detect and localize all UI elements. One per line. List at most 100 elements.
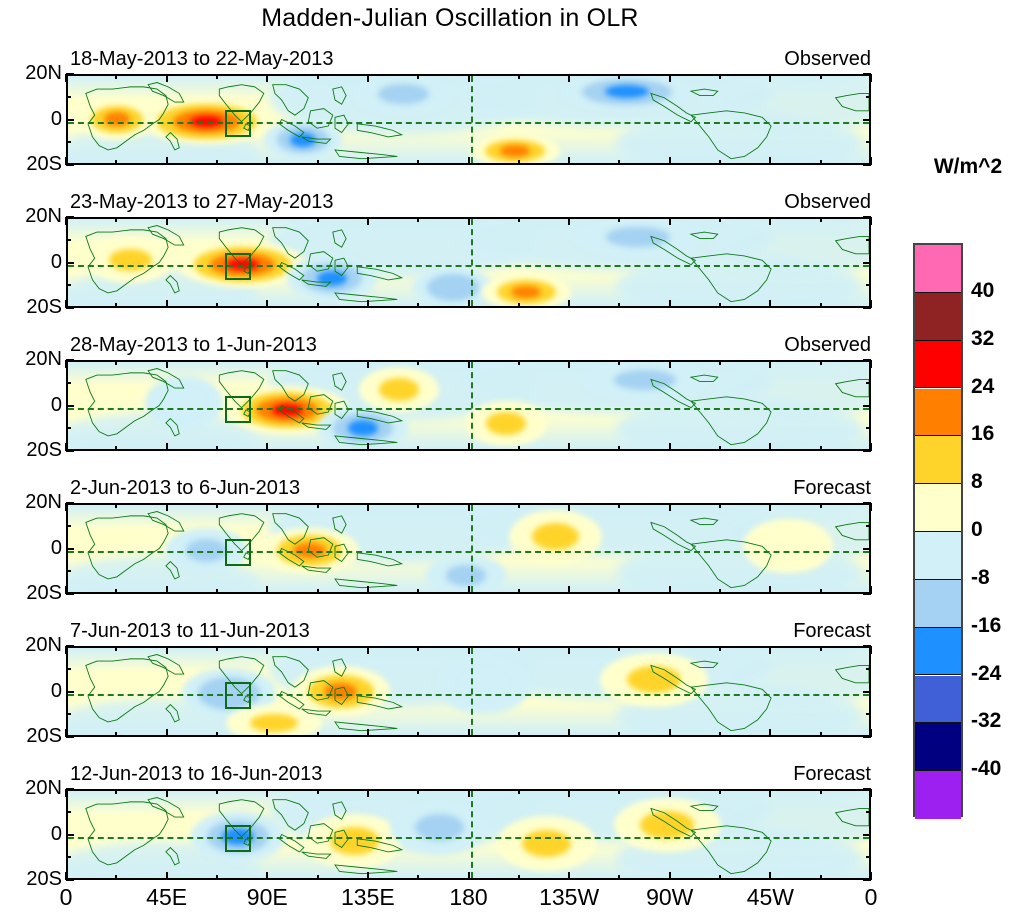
axis-tick bbox=[66, 833, 74, 836]
dateline-gridline bbox=[470, 362, 473, 449]
axis-tick bbox=[517, 589, 520, 594]
axis-tick bbox=[870, 646, 872, 654]
coastline-path bbox=[166, 705, 179, 722]
axis-tick bbox=[366, 443, 369, 451]
coastline-path bbox=[357, 696, 402, 709]
west-pacific-negative-anomaly bbox=[378, 83, 429, 105]
axis-tick bbox=[366, 74, 369, 82]
panel-2-title: 23-May-2013 to 27-May-2013 bbox=[70, 191, 334, 213]
axis-tick bbox=[618, 160, 621, 165]
axis-tick bbox=[863, 788, 871, 790]
axis-tick bbox=[668, 503, 671, 511]
coastline-path bbox=[836, 379, 869, 396]
coastline-path bbox=[86, 802, 168, 865]
coastline-path bbox=[302, 423, 331, 430]
axis-tick bbox=[517, 446, 520, 451]
axis-tick bbox=[66, 427, 71, 430]
x-axis-tick-label: 135W bbox=[539, 884, 600, 910]
axis-tick bbox=[870, 217, 872, 225]
axis-tick bbox=[65, 729, 67, 737]
axis-tick bbox=[316, 74, 319, 79]
equator-gridline bbox=[68, 264, 869, 267]
axis-tick bbox=[819, 589, 822, 594]
coastline-path bbox=[279, 406, 303, 423]
axis-tick bbox=[66, 788, 74, 790]
coastline-path bbox=[148, 512, 184, 532]
coastline-path bbox=[308, 681, 332, 701]
axis-tick bbox=[417, 589, 420, 594]
axis-tick bbox=[863, 547, 871, 550]
coastline-path bbox=[651, 93, 696, 121]
axis-tick bbox=[568, 443, 571, 451]
y-axis-tick-label: 0 bbox=[50, 679, 62, 702]
axis-tick bbox=[769, 360, 772, 368]
axis-tick bbox=[417, 732, 420, 737]
coastline-path bbox=[651, 665, 696, 693]
coastline-path bbox=[166, 276, 179, 293]
east-pacific-negative-anomaly bbox=[604, 85, 650, 99]
axis-tick bbox=[870, 360, 872, 368]
coastline-path bbox=[357, 410, 402, 423]
reference-box bbox=[224, 396, 251, 423]
panel-1 bbox=[65, 73, 872, 166]
coastline-path bbox=[836, 93, 869, 110]
axis-tick bbox=[165, 157, 168, 165]
axis-tick bbox=[66, 547, 74, 550]
central-pacific-positive-anomaly bbox=[486, 412, 527, 435]
panel-5-tag: Forecast bbox=[793, 620, 871, 642]
axis-tick bbox=[417, 789, 420, 794]
colorbar-band bbox=[915, 292, 961, 341]
axis-tick bbox=[568, 157, 571, 165]
axis-tick bbox=[266, 443, 269, 451]
coastline-path bbox=[86, 516, 168, 579]
panel-1-plot-area bbox=[66, 74, 871, 165]
axis-tick bbox=[66, 570, 71, 573]
y-axis-tick-label: 20S bbox=[26, 439, 62, 461]
west-pacific-negative-anomaly bbox=[414, 813, 464, 842]
coastline-path bbox=[357, 124, 402, 137]
axis-tick bbox=[866, 667, 871, 670]
coastline-path bbox=[357, 839, 402, 852]
coastline-path bbox=[308, 252, 332, 272]
axis-tick bbox=[769, 503, 772, 511]
axis-tick bbox=[266, 157, 269, 165]
coastline-path bbox=[279, 835, 303, 852]
axis-tick bbox=[165, 360, 168, 368]
coastline-path bbox=[333, 516, 346, 533]
colorbar-band bbox=[915, 675, 961, 724]
coastline-path bbox=[335, 544, 348, 561]
coastline-overlay bbox=[68, 505, 869, 592]
axis-tick bbox=[65, 217, 67, 225]
axis-tick bbox=[66, 879, 74, 881]
coastline-path bbox=[219, 800, 263, 837]
axis-tick bbox=[769, 789, 772, 797]
axis-tick bbox=[66, 404, 74, 407]
y-axis-labels: 20N 0 20S bbox=[0, 492, 62, 603]
y-axis-tick-label: 20N bbox=[25, 491, 62, 513]
axis-tick bbox=[266, 300, 269, 308]
coastline-path bbox=[166, 133, 179, 150]
coastline-path bbox=[335, 293, 397, 302]
axis-tick bbox=[366, 503, 369, 511]
axis-tick bbox=[316, 217, 319, 222]
panel-3-plot-area bbox=[66, 360, 871, 451]
coastline-path bbox=[86, 230, 168, 293]
equator-gridline bbox=[68, 550, 869, 553]
panel-2-tag: Observed bbox=[784, 191, 871, 213]
axis-tick bbox=[215, 875, 218, 880]
axis-tick bbox=[618, 875, 621, 880]
coastline-path bbox=[333, 802, 346, 819]
coastline-path bbox=[279, 120, 303, 137]
axis-tick bbox=[66, 810, 71, 813]
coastline-path bbox=[273, 800, 309, 830]
axis-tick bbox=[266, 586, 269, 594]
axis-tick bbox=[866, 570, 871, 573]
axis-tick bbox=[316, 732, 319, 737]
coastline-path bbox=[166, 848, 179, 865]
axis-tick bbox=[668, 157, 671, 165]
x-axis-tick-label: 90E bbox=[246, 884, 288, 910]
axis-tick bbox=[65, 789, 67, 797]
coastline-path bbox=[308, 109, 332, 129]
east-indian-ocean-positive-anomaly bbox=[271, 403, 303, 416]
axis-tick bbox=[819, 446, 822, 451]
